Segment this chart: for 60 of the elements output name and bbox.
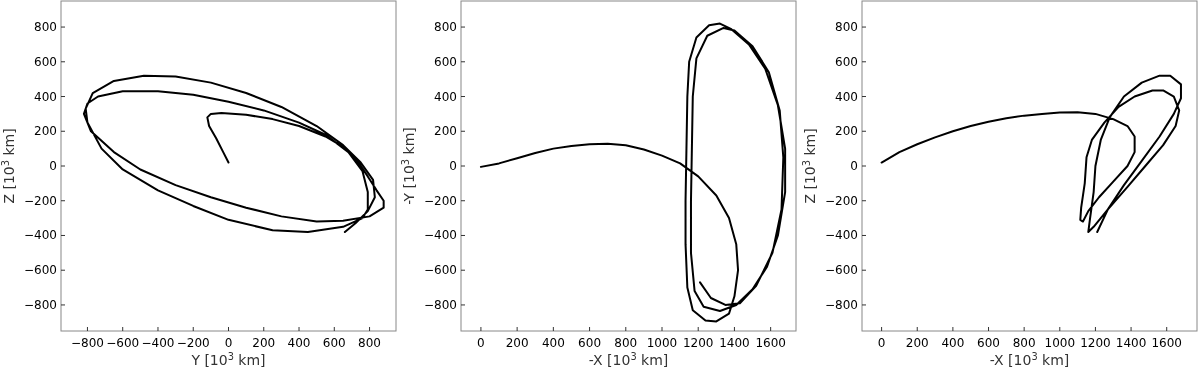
y-tick-label: 600 (835, 54, 858, 69)
y-tick-label: −400 (424, 228, 457, 243)
x-tick-label: 800 (614, 336, 638, 350)
x-axis-title: -X [10$^{3}$ km] (588, 350, 669, 368)
x-tick-label: 1000 (646, 336, 678, 350)
y-tick-label: 0 (850, 159, 858, 173)
y-tick-label: −400 (825, 228, 858, 243)
x-tick-label: 1200 (1080, 336, 1111, 350)
x-tick-label: −800 (70, 336, 104, 350)
x-tick-label: 1600 (1151, 336, 1182, 350)
x-tick-label: 0 (224, 336, 233, 350)
x-tick-label: 200 (252, 336, 276, 350)
x-tick-label: 400 (287, 336, 311, 350)
y-tick-label: −600 (825, 263, 858, 278)
x-tick-label: 600 (322, 336, 346, 350)
x-tick-label: 800 (358, 336, 382, 350)
x-tick-label: 800 (1012, 336, 1036, 350)
x-tick-label: 400 (541, 336, 565, 350)
line-series (880, 74, 1182, 233)
y-tick-label: −200 (424, 193, 457, 208)
y-tick-label: 400 (34, 89, 57, 104)
x-tick-label: 400 (941, 336, 965, 350)
x-tick-label: 1600 (755, 336, 786, 350)
y-tick-label: 800 (34, 20, 57, 35)
y-tick-label: 200 (34, 124, 57, 139)
y-tick-label: 800 (434, 20, 457, 35)
y-tick-label: 200 (434, 124, 457, 139)
x-axis-title: -X [10$^{3}$ km] (989, 350, 1070, 368)
y-tick-label: −200 (24, 193, 57, 208)
x-axis-title: Y [10$^{3}$ km] (190, 350, 266, 368)
y-tick-label: −600 (24, 263, 57, 278)
x-tick-label: −400 (141, 336, 175, 350)
x-tick-label: 1400 (719, 336, 750, 350)
line-series (479, 22, 787, 323)
y-tick-label: −400 (24, 228, 57, 243)
x-tick-label: −200 (176, 336, 210, 350)
x-tick-label: 0 (477, 336, 485, 350)
x-tick-label: 1200 (682, 336, 714, 350)
x-tick-label: 600 (578, 336, 602, 350)
x-tick-label: 1400 (1115, 336, 1147, 350)
y-tick-label: −800 (825, 297, 858, 312)
y-tick-label: 0 (49, 159, 57, 173)
y-tick-label: 200 (835, 124, 858, 139)
y-tick-label: 600 (434, 54, 457, 69)
x-tick-label: 0 (877, 336, 886, 350)
x-tick-label: 1000 (1044, 336, 1076, 350)
y-tick-label: 400 (835, 89, 858, 104)
y-tick-label: −600 (424, 263, 457, 278)
y-tick-label: 800 (835, 20, 858, 35)
x-tick-label: −600 (106, 336, 140, 350)
x-tick-label: 200 (505, 336, 529, 350)
x-tick-label: 200 (905, 336, 929, 350)
y-tick-label: −800 (24, 297, 57, 312)
y-tick-label: 400 (434, 89, 457, 104)
y-tick-label: −800 (424, 297, 457, 312)
y-tick-label: −200 (825, 193, 858, 208)
y-tick-label: 600 (34, 54, 57, 69)
line-series (82, 74, 385, 233)
x-tick-label: 600 (977, 336, 1000, 350)
y-tick-label: 0 (449, 159, 457, 173)
